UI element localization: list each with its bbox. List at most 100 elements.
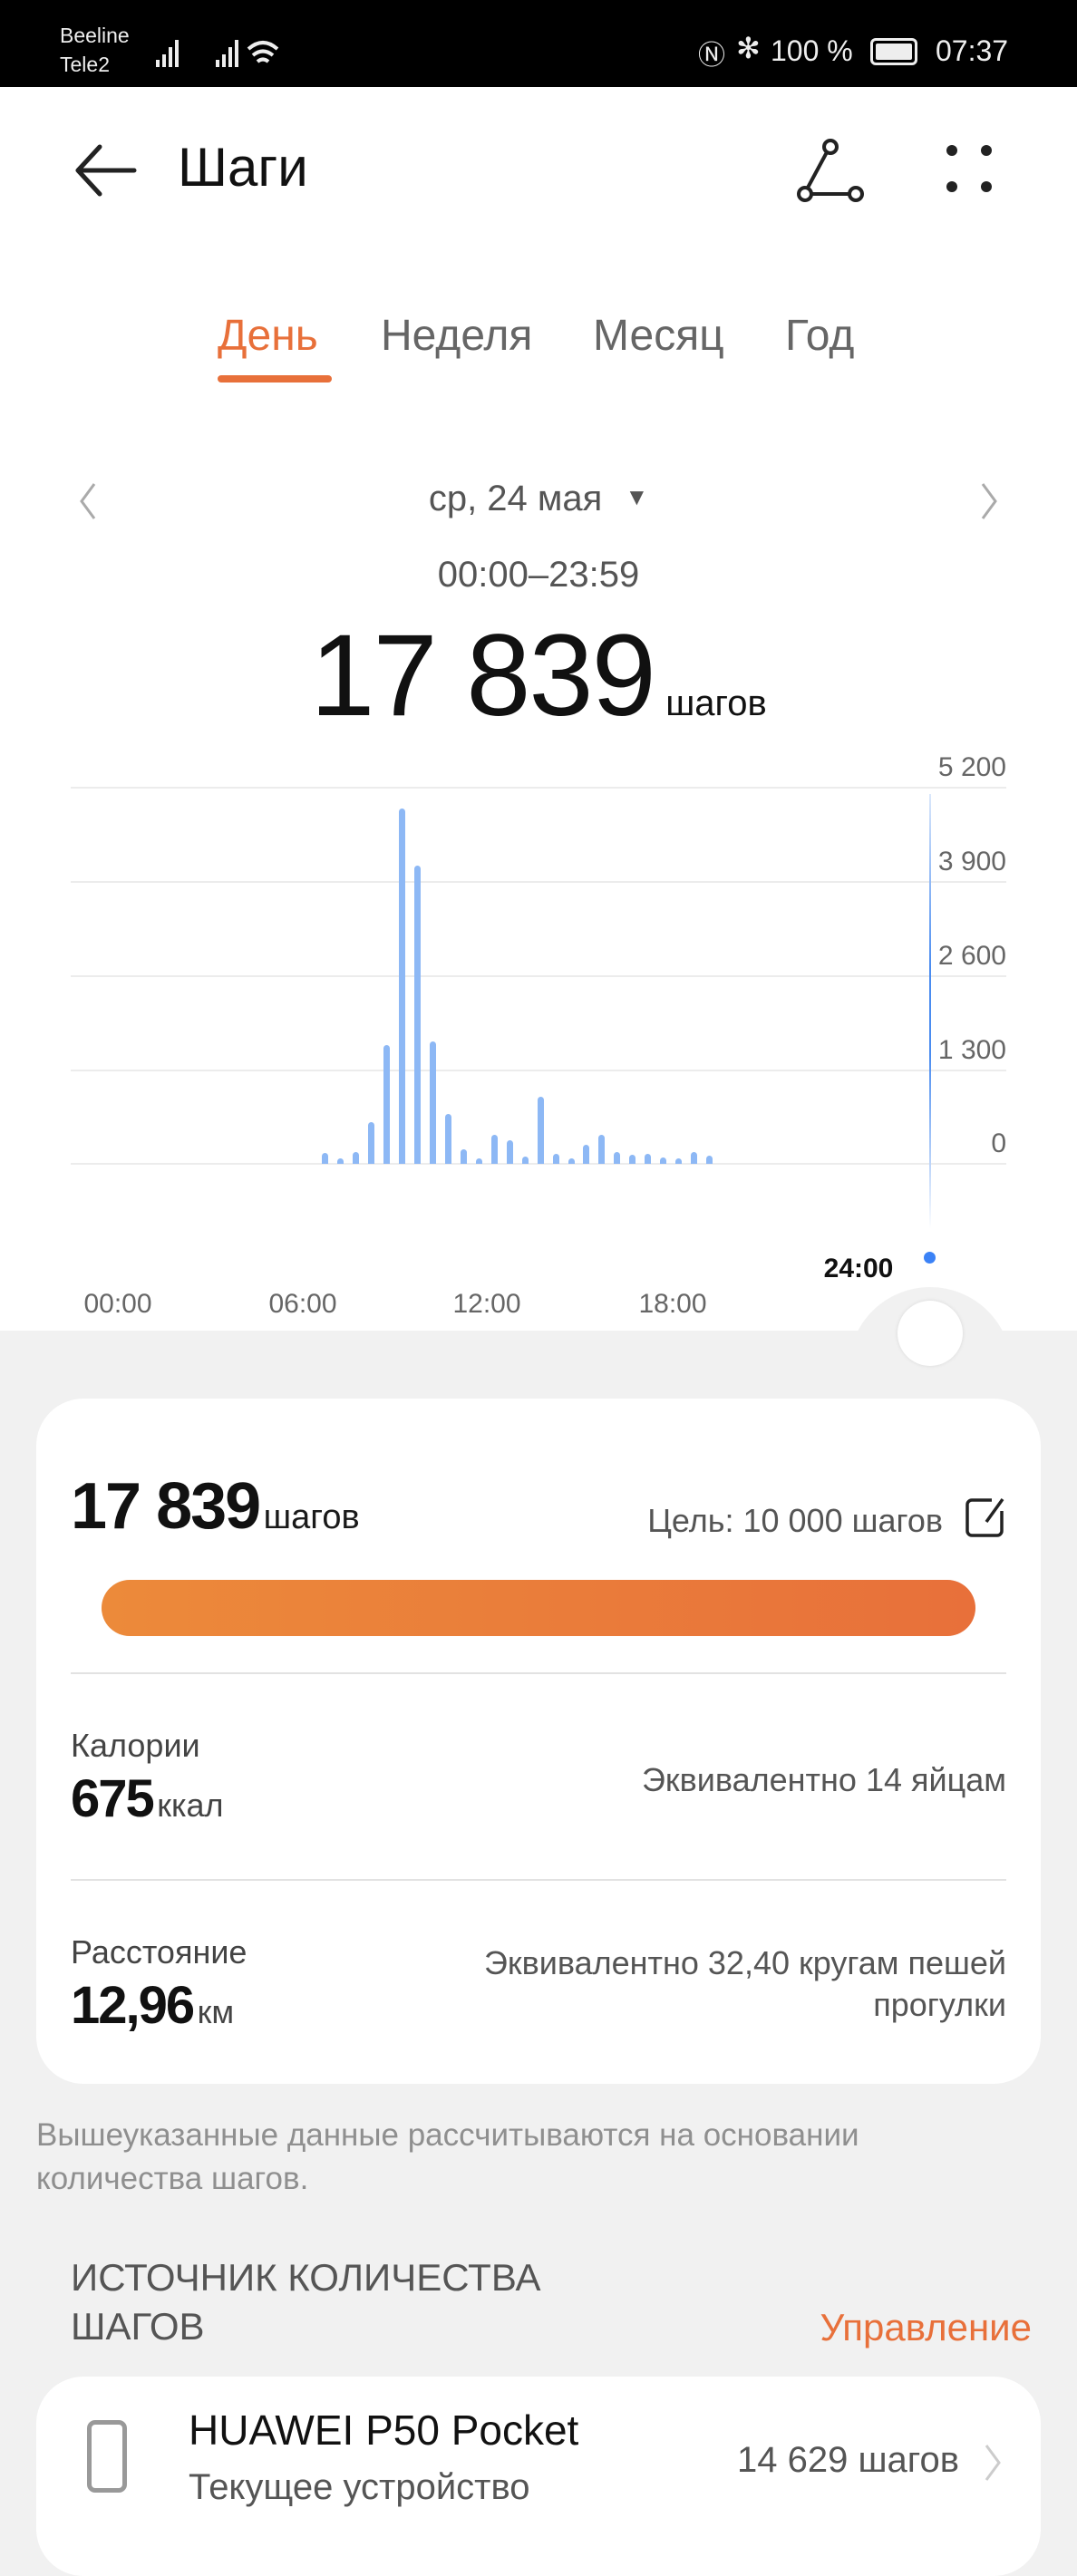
chart-bar	[414, 866, 422, 1164]
clock: 07:37	[936, 34, 1009, 67]
chart-bar	[322, 1153, 329, 1164]
edit-goal-icon[interactable]	[965, 1496, 1006, 1538]
more-icon[interactable]	[939, 140, 1003, 203]
battery-percent: 100 %	[771, 34, 853, 67]
gridline	[71, 787, 1006, 789]
total-steps: 17 839 шагов	[0, 609, 1077, 742]
gridline	[71, 881, 1006, 883]
chart-bar	[568, 1158, 575, 1164]
chart-bar	[629, 1154, 636, 1164]
phone-icon	[87, 2420, 127, 2493]
steps-value: 17 839	[71, 1470, 261, 1543]
distance-label: Расстояние	[71, 1933, 247, 1971]
tab-week[interactable]: Неделя	[381, 312, 533, 360]
date-selector[interactable]: ср, 24 мая ▼	[0, 479, 1077, 519]
y-tick-label: 1 300	[937, 1035, 1006, 1065]
bluetooth-icon: ✻	[736, 32, 761, 64]
gridline	[71, 975, 1006, 977]
battery-icon	[870, 38, 917, 65]
chart-bar	[583, 1144, 590, 1164]
chart-bar	[552, 1153, 559, 1164]
distance-equivalent-line: Эквивалентно 32,40 кругам пешей	[484, 1944, 1006, 1981]
dropdown-triangle-icon: ▼	[625, 483, 649, 510]
calories-unit: ккал	[157, 1787, 224, 1824]
signal-icon	[156, 40, 279, 67]
distance-equivalent: Эквивалентно 32,40 кругам пешей прогулки	[484, 1942, 1006, 2026]
tab-month[interactable]: Месяц	[593, 312, 724, 360]
calories-equivalent: Эквивалентно 14 яйцам	[642, 1761, 1006, 1798]
calories-value: 675	[71, 1769, 155, 1828]
status-bar: Beeline Tele2 Ⓝ ✻ 100 % 07:37	[0, 0, 1077, 87]
chart-bar	[399, 808, 406, 1164]
footnote-line: Вышеуказанные данные рассчитываются на о…	[36, 2117, 859, 2153]
chart-bar	[598, 1135, 606, 1164]
section-heading-line: ИСТОЧНИК КОЛИЧЕСТВА	[71, 2256, 541, 2299]
distance-value: 12,96	[71, 1976, 195, 2035]
goal-label: Цель: 10 000 шагов	[647, 1502, 943, 1539]
chart-bar	[506, 1139, 513, 1164]
previous-day-icon[interactable]	[74, 479, 102, 524]
section-heading-line: ШАГОВ	[71, 2305, 205, 2348]
y-tick-label: 5 200	[937, 752, 1006, 782]
cursor-time-label: 24:00	[823, 1254, 894, 1283]
total-steps-value: 17 839	[310, 611, 655, 741]
distance-unit: км	[197, 1993, 235, 2030]
manage-button[interactable]: Управление	[820, 2306, 1032, 2348]
chart-bar	[383, 1044, 391, 1164]
chart-bar	[490, 1135, 498, 1164]
divider	[71, 1879, 1006, 1881]
total-steps-unit: шагов	[665, 683, 767, 723]
chart-bar	[614, 1152, 621, 1164]
x-tick-label: 06:00	[268, 1289, 337, 1319]
chart-bar	[691, 1152, 698, 1164]
y-tick-label: 2 600	[937, 941, 1006, 971]
goal-progress-bar	[102, 1580, 975, 1636]
goal-progress-fill	[102, 1580, 975, 1636]
time-slider-handle[interactable]	[898, 1301, 963, 1366]
chart-bar	[706, 1156, 713, 1164]
carrier-2: Tele2	[60, 53, 110, 76]
carrier-1: Beeline	[60, 24, 130, 47]
chart-bar	[337, 1158, 344, 1164]
chart-bar	[675, 1158, 683, 1164]
nfc-icon: Ⓝ	[698, 41, 725, 71]
tab-day[interactable]: День	[218, 312, 318, 360]
steps-summary: 17 839 шагов	[71, 1469, 360, 1544]
chart-bar	[645, 1153, 652, 1164]
chart-bar	[475, 1157, 482, 1164]
footnote: Вышеуказанные данные рассчитываются на о…	[36, 2114, 859, 2201]
chart-bar	[460, 1149, 467, 1164]
page-title: Шаги	[178, 137, 308, 198]
device-name: HUAWEI P50 Pocket	[189, 2407, 579, 2454]
device-card[interactable]: HUAWEI P50 Pocket Текущее устройство 14 …	[36, 2377, 1041, 2576]
cursor-dot	[924, 1252, 936, 1264]
chevron-right-icon	[985, 2445, 1001, 2481]
chart-bar	[521, 1156, 529, 1164]
divider	[71, 1672, 1006, 1674]
back-arrow-icon[interactable]	[71, 136, 140, 205]
distance-equivalent-line: прогулки	[873, 1986, 1006, 2023]
cursor-line	[929, 794, 931, 1229]
x-tick-label: 18:00	[638, 1289, 707, 1319]
chart-bar	[368, 1121, 375, 1164]
time-range: 00:00–23:59	[437, 555, 640, 595]
section-heading: ИСТОЧНИК КОЛИЧЕСТВА ШАГОВ	[71, 2253, 540, 2351]
next-day-icon[interactable]	[975, 479, 1003, 524]
steps-chart[interactable]: 5 200 3 900 2 600 1 300 0 00:00 06:00 12…	[0, 0, 1077, 1331]
chart-bar	[429, 1041, 436, 1164]
device-steps: 14 629 шагов	[737, 2440, 959, 2480]
steps-unit: шагов	[263, 1498, 360, 1536]
x-tick-label: 00:00	[83, 1289, 152, 1319]
tab-year[interactable]: Год	[785, 312, 855, 360]
chart-bar	[537, 1096, 544, 1164]
gridline	[71, 1070, 1006, 1071]
chart-bar	[353, 1152, 360, 1164]
y-tick-label: 0	[991, 1128, 1006, 1158]
tab-indicator	[218, 375, 332, 383]
summary-card: 17 839 шагов Цель: 10 000 шагов Калории …	[36, 1399, 1041, 2084]
chart-bar	[660, 1157, 667, 1164]
share-icon[interactable]	[794, 136, 867, 208]
y-tick-label: 3 900	[937, 847, 1006, 876]
device-subtitle: Текущее устройство	[189, 2467, 530, 2507]
chart-bar	[444, 1114, 451, 1164]
